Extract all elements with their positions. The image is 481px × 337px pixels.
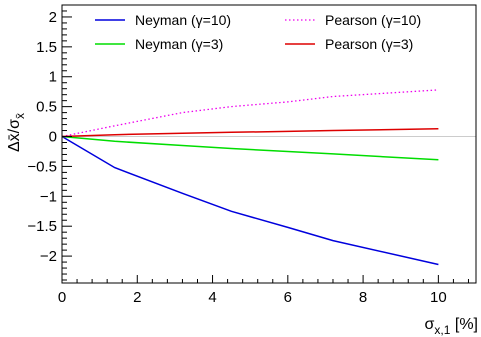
x-tick-label: 8	[359, 289, 367, 306]
legend: Neyman (γ=10) Pearson (γ=10) Neyman (γ=3) P…	[95, 12, 421, 52]
y-axis-title-subscript: x̄	[13, 113, 27, 119]
x-tick-label: 6	[284, 289, 292, 306]
y-tick-label: −2	[40, 248, 57, 265]
x-tick-label: 4	[208, 289, 216, 306]
x-axis-title: σx,1 [%]	[425, 316, 478, 337]
legend-label: Pearson (γ=3)	[325, 36, 413, 52]
x-tick-label: 10	[430, 289, 447, 306]
legend-label: Neyman (γ=3)	[135, 36, 223, 52]
series-line-4	[61, 128, 439, 138]
y-tick-label: −1.5	[27, 218, 57, 235]
x-axis-title-unit: [%]	[450, 316, 478, 333]
y-tick-label: 1	[49, 69, 57, 86]
legend-label: Neyman (γ=10)	[135, 12, 231, 28]
x-axis-title-subscript: x,1	[434, 323, 450, 337]
legend-label: Pearson (γ=10)	[325, 12, 421, 28]
y-tick-label: 0.5	[36, 99, 57, 116]
y-tick-label: 0	[49, 129, 57, 146]
y-tick-label: 2	[49, 9, 57, 26]
x-tick-label: 2	[133, 289, 141, 306]
y-axis-title-main: Δx̄/σ	[6, 119, 23, 152]
series-line-3	[61, 135, 439, 161]
y-tick-label: −1	[40, 188, 57, 205]
x-tick-label: 0	[58, 289, 66, 306]
y-tick-label: −0.5	[27, 158, 57, 175]
y-axis-title: Δx̄/σx̄	[6, 113, 27, 152]
x-axis-title-main: σ	[425, 316, 435, 333]
series-line-1	[61, 135, 439, 266]
series-line-2	[61, 89, 439, 138]
plot-frame	[61, 4, 477, 284]
y-tick-label: 1.5	[36, 39, 57, 56]
ticks-layer: 0 2 4 6 8 10 −2 −1.5 −1 −0.5 0 0.5 1 1.5 2	[27, 4, 469, 306]
series-layer	[61, 89, 439, 266]
